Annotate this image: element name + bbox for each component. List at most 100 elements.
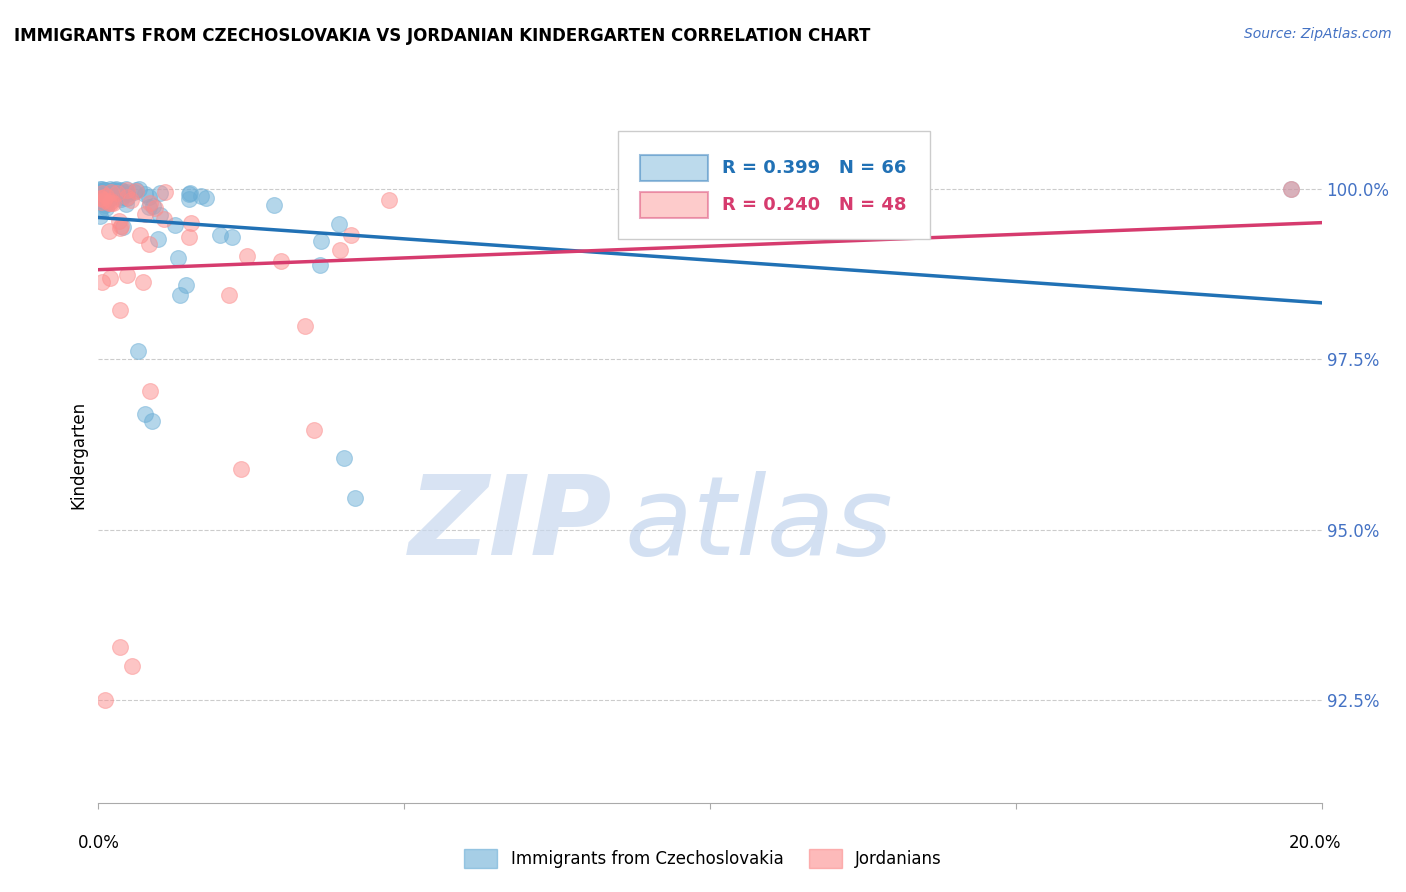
Point [100,186,122,200]
Text: IMMIGRANTS FROM CZECHOSLOVAKIA VS JORDANIAN KINDERGARTEN CORRELATION CHART: IMMIGRANTS FROM CZECHOSLOVAKIA VS JORDAN… [14,27,870,45]
Text: R = 0.240   N = 48: R = 0.240 N = 48 [723,196,907,214]
Point [138,237,160,252]
Point [115,186,138,201]
Point [163,218,186,232]
Point [128,182,150,196]
Point [97,224,120,238]
Point [121,659,143,673]
Point [263,198,285,212]
Point [149,208,172,222]
Point [134,186,156,201]
Point [94,189,117,203]
Point [101,185,124,199]
Point [93,184,115,198]
Point [111,184,134,198]
Point [236,249,259,263]
Point [328,217,350,231]
Point [89,182,111,196]
Point [190,189,212,203]
Point [90,191,112,205]
Point [120,193,142,207]
Point [141,414,163,428]
Point [122,185,145,199]
Point [179,230,201,244]
Point [89,184,111,198]
Point [143,202,166,216]
Point [110,219,132,234]
Text: Source: ZipAtlas.com: Source: ZipAtlas.com [1244,27,1392,41]
Point [125,183,148,197]
Point [105,183,128,197]
Point [115,191,138,205]
Point [110,220,132,235]
Point [90,191,112,205]
Point [93,193,115,207]
Point [115,182,138,196]
Point [333,450,356,465]
Point [98,182,121,196]
Text: atlas: atlas [624,471,893,578]
Point [89,203,111,218]
Point [153,185,176,199]
Text: R = 0.399   N = 66: R = 0.399 N = 66 [723,160,907,178]
Point [340,228,363,243]
Point [169,287,191,301]
Point [94,693,117,707]
Point [125,184,148,198]
Point [93,183,115,197]
Text: 0.0%: 0.0% [77,834,120,852]
Point [100,194,122,208]
Point [91,275,114,289]
Point [93,188,115,202]
Point [270,254,292,268]
Point [129,227,152,242]
Point [209,228,232,243]
Text: 20.0%: 20.0% [1288,834,1341,852]
Point [132,275,155,289]
Point [180,216,202,230]
Point [115,183,138,197]
Point [218,288,240,302]
Point [221,230,243,244]
Point [294,319,316,334]
FancyBboxPatch shape [640,155,707,181]
Point [142,199,165,213]
Point [100,196,122,211]
Point [98,191,121,205]
Point [177,187,200,202]
Point [91,184,114,198]
Point [104,182,127,196]
Point [1279,182,1302,196]
Point [91,184,114,198]
Point [105,184,128,198]
Point [93,197,115,211]
Point [108,640,131,655]
Point [138,200,160,214]
Point [134,207,156,221]
Point [110,183,132,197]
Point [90,182,112,196]
Point [98,193,121,207]
Point [110,192,132,206]
Point [93,187,115,202]
FancyBboxPatch shape [619,131,931,239]
Point [90,195,112,210]
Point [101,196,124,211]
Point [194,191,217,205]
Point [311,234,333,248]
Point [89,209,111,223]
FancyBboxPatch shape [640,192,707,219]
Point [94,195,117,210]
Legend: Immigrants from Czechoslovakia, Jordanians: Immigrants from Czechoslovakia, Jordania… [457,842,949,875]
Point [309,258,332,272]
Point [117,268,139,283]
Point [98,271,121,285]
Point [97,184,120,198]
Point [174,277,197,292]
Point [1279,182,1302,196]
Point [329,244,352,258]
Point [146,232,169,246]
Point [179,186,201,200]
Point [107,214,129,228]
Point [117,190,139,204]
